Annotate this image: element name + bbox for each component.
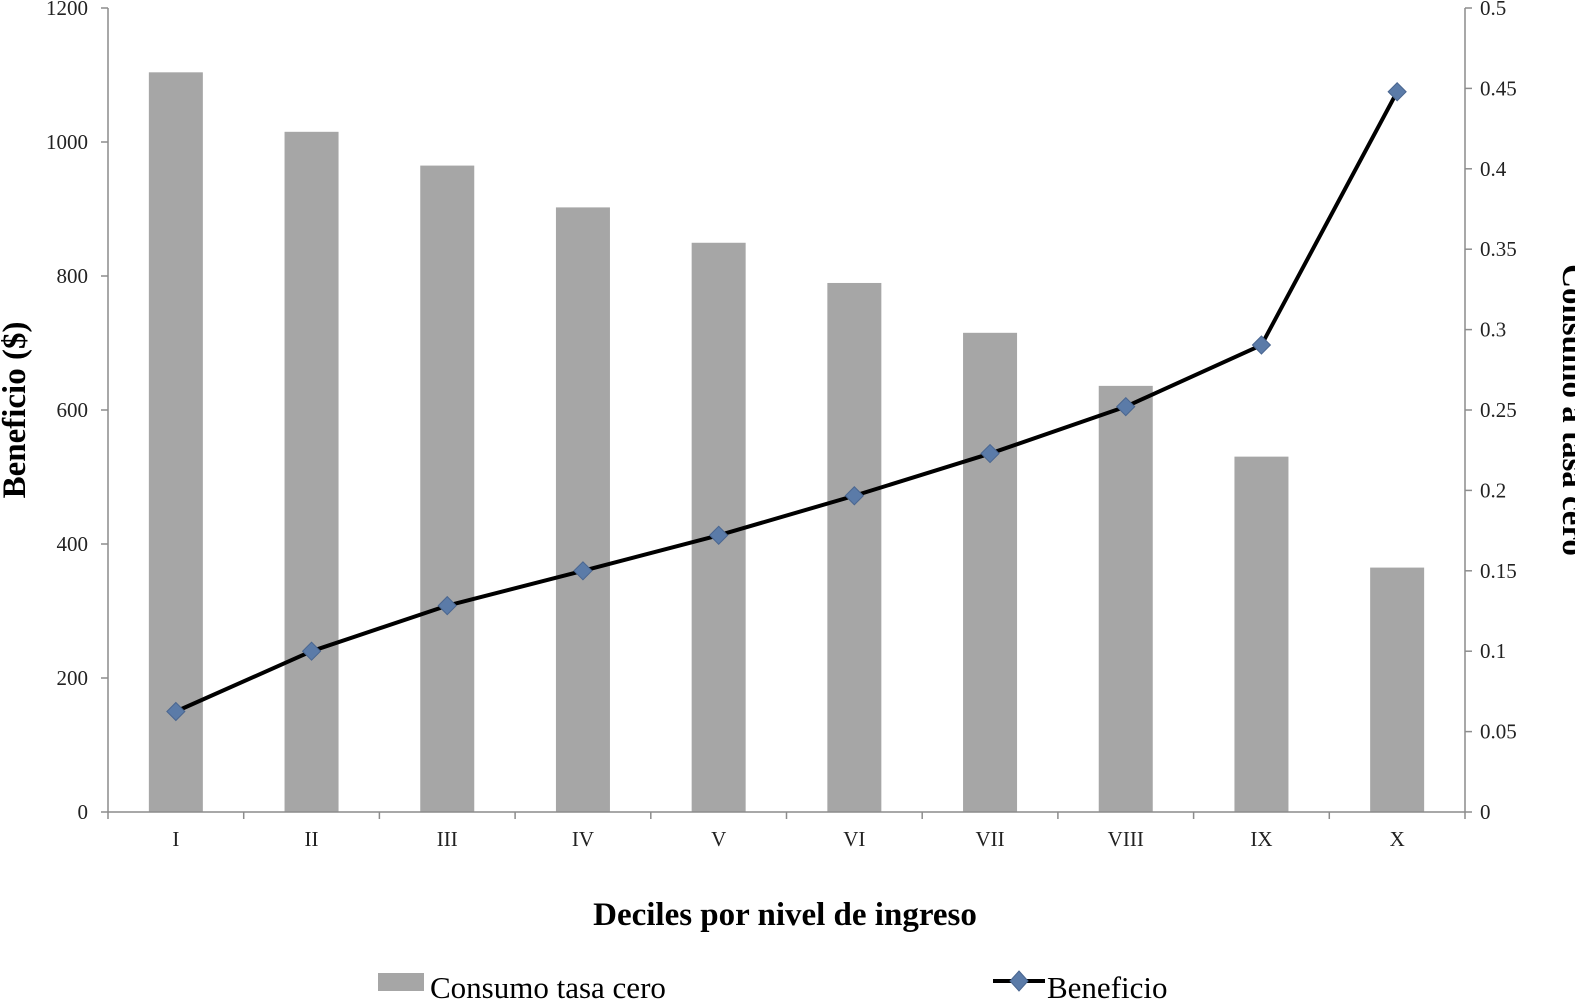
legend-swatch-beneficio-marker bbox=[1009, 970, 1029, 992]
y2-tick-label: 0.4 bbox=[1480, 157, 1507, 181]
x-tick-label: X bbox=[1390, 827, 1405, 851]
y2-tick-label: 0.2 bbox=[1480, 478, 1506, 502]
x-tick-label: V bbox=[711, 827, 726, 851]
x-tick-label: VII bbox=[975, 827, 1004, 851]
y-tick-label: 0 bbox=[78, 800, 89, 824]
point-beneficio-III bbox=[437, 595, 457, 616]
point-beneficio-IX bbox=[1251, 335, 1272, 355]
point-beneficio-V bbox=[708, 525, 729, 545]
left-axis-ticks: 0 200 400 600 800 1000 1200 bbox=[46, 0, 108, 824]
bar-II bbox=[284, 131, 339, 813]
bars-consumo-tasa-cero bbox=[148, 72, 1425, 813]
y-tick-label: 400 bbox=[57, 532, 89, 556]
x-tick-label: IV bbox=[572, 827, 594, 851]
series-line-beneficio bbox=[175, 90, 1399, 714]
bar-I bbox=[148, 72, 203, 812]
y-tick-label: 600 bbox=[57, 398, 89, 422]
y2-tick-label: 0.3 bbox=[1480, 318, 1506, 342]
legend-label-consumo: Consumo tasa cero bbox=[430, 970, 666, 1003]
y2-axis-title: Consumo a tasa cero bbox=[1555, 264, 1575, 556]
point-beneficio-X bbox=[1387, 82, 1407, 102]
x-axis-title: Deciles por nivel de ingreso bbox=[593, 897, 977, 933]
bar-VI bbox=[827, 282, 882, 812]
legend: Consumo tasa cero Beneficio bbox=[378, 970, 1168, 1003]
right-axis-ticks: 0 0.05 0.1 0.15 0.2 0.25 0.3 0.35 0.4 0.45 0.5 bbox=[1465, 0, 1517, 824]
point-beneficio-I bbox=[166, 701, 186, 722]
bar-VIII bbox=[1098, 385, 1153, 812]
y-tick-label: 800 bbox=[57, 264, 89, 288]
x-tick-label: VI bbox=[843, 827, 865, 851]
bar-III bbox=[420, 165, 475, 813]
x-tick-label: III bbox=[437, 827, 458, 851]
y-tick-label: 1000 bbox=[46, 130, 88, 154]
bar-X bbox=[1370, 567, 1425, 812]
x-tick-label: I bbox=[172, 827, 179, 851]
point-beneficio-VII bbox=[980, 443, 1000, 464]
y2-tick-label: 0.05 bbox=[1480, 720, 1517, 744]
x-tick-label: VIII bbox=[1108, 827, 1144, 851]
bar-IV bbox=[555, 207, 610, 813]
point-beneficio-II bbox=[301, 641, 322, 661]
y-tick-label: 200 bbox=[57, 666, 89, 690]
y2-tick-label: 0.15 bbox=[1480, 559, 1517, 583]
y2-tick-label: 0 bbox=[1480, 800, 1491, 824]
y2-tick-label: 0.35 bbox=[1480, 237, 1517, 261]
y2-tick-label: 0.45 bbox=[1480, 76, 1517, 100]
point-beneficio-VIII bbox=[1116, 396, 1136, 417]
y-tick-label: 1200 bbox=[46, 0, 88, 20]
x-axis-ticks: I II III IV V VI VII VIII IX X bbox=[107, 812, 1466, 851]
y2-tick-label: 0.1 bbox=[1480, 639, 1506, 663]
bar-IX bbox=[1234, 456, 1289, 812]
legend-swatch-consumo bbox=[378, 973, 424, 991]
point-beneficio-IV bbox=[573, 561, 593, 581]
x-tick-label: IX bbox=[1250, 827, 1272, 851]
y2-tick-label: 0.5 bbox=[1480, 0, 1506, 20]
y2-tick-label: 0.25 bbox=[1480, 398, 1517, 422]
x-tick-label: II bbox=[305, 827, 319, 851]
y-axis-title: Beneficio ($) bbox=[0, 322, 33, 499]
point-beneficio-VI bbox=[844, 486, 865, 506]
line-beneficio bbox=[166, 82, 1407, 722]
legend-label-beneficio: Beneficio bbox=[1047, 970, 1168, 1003]
bar-VII bbox=[963, 332, 1018, 812]
